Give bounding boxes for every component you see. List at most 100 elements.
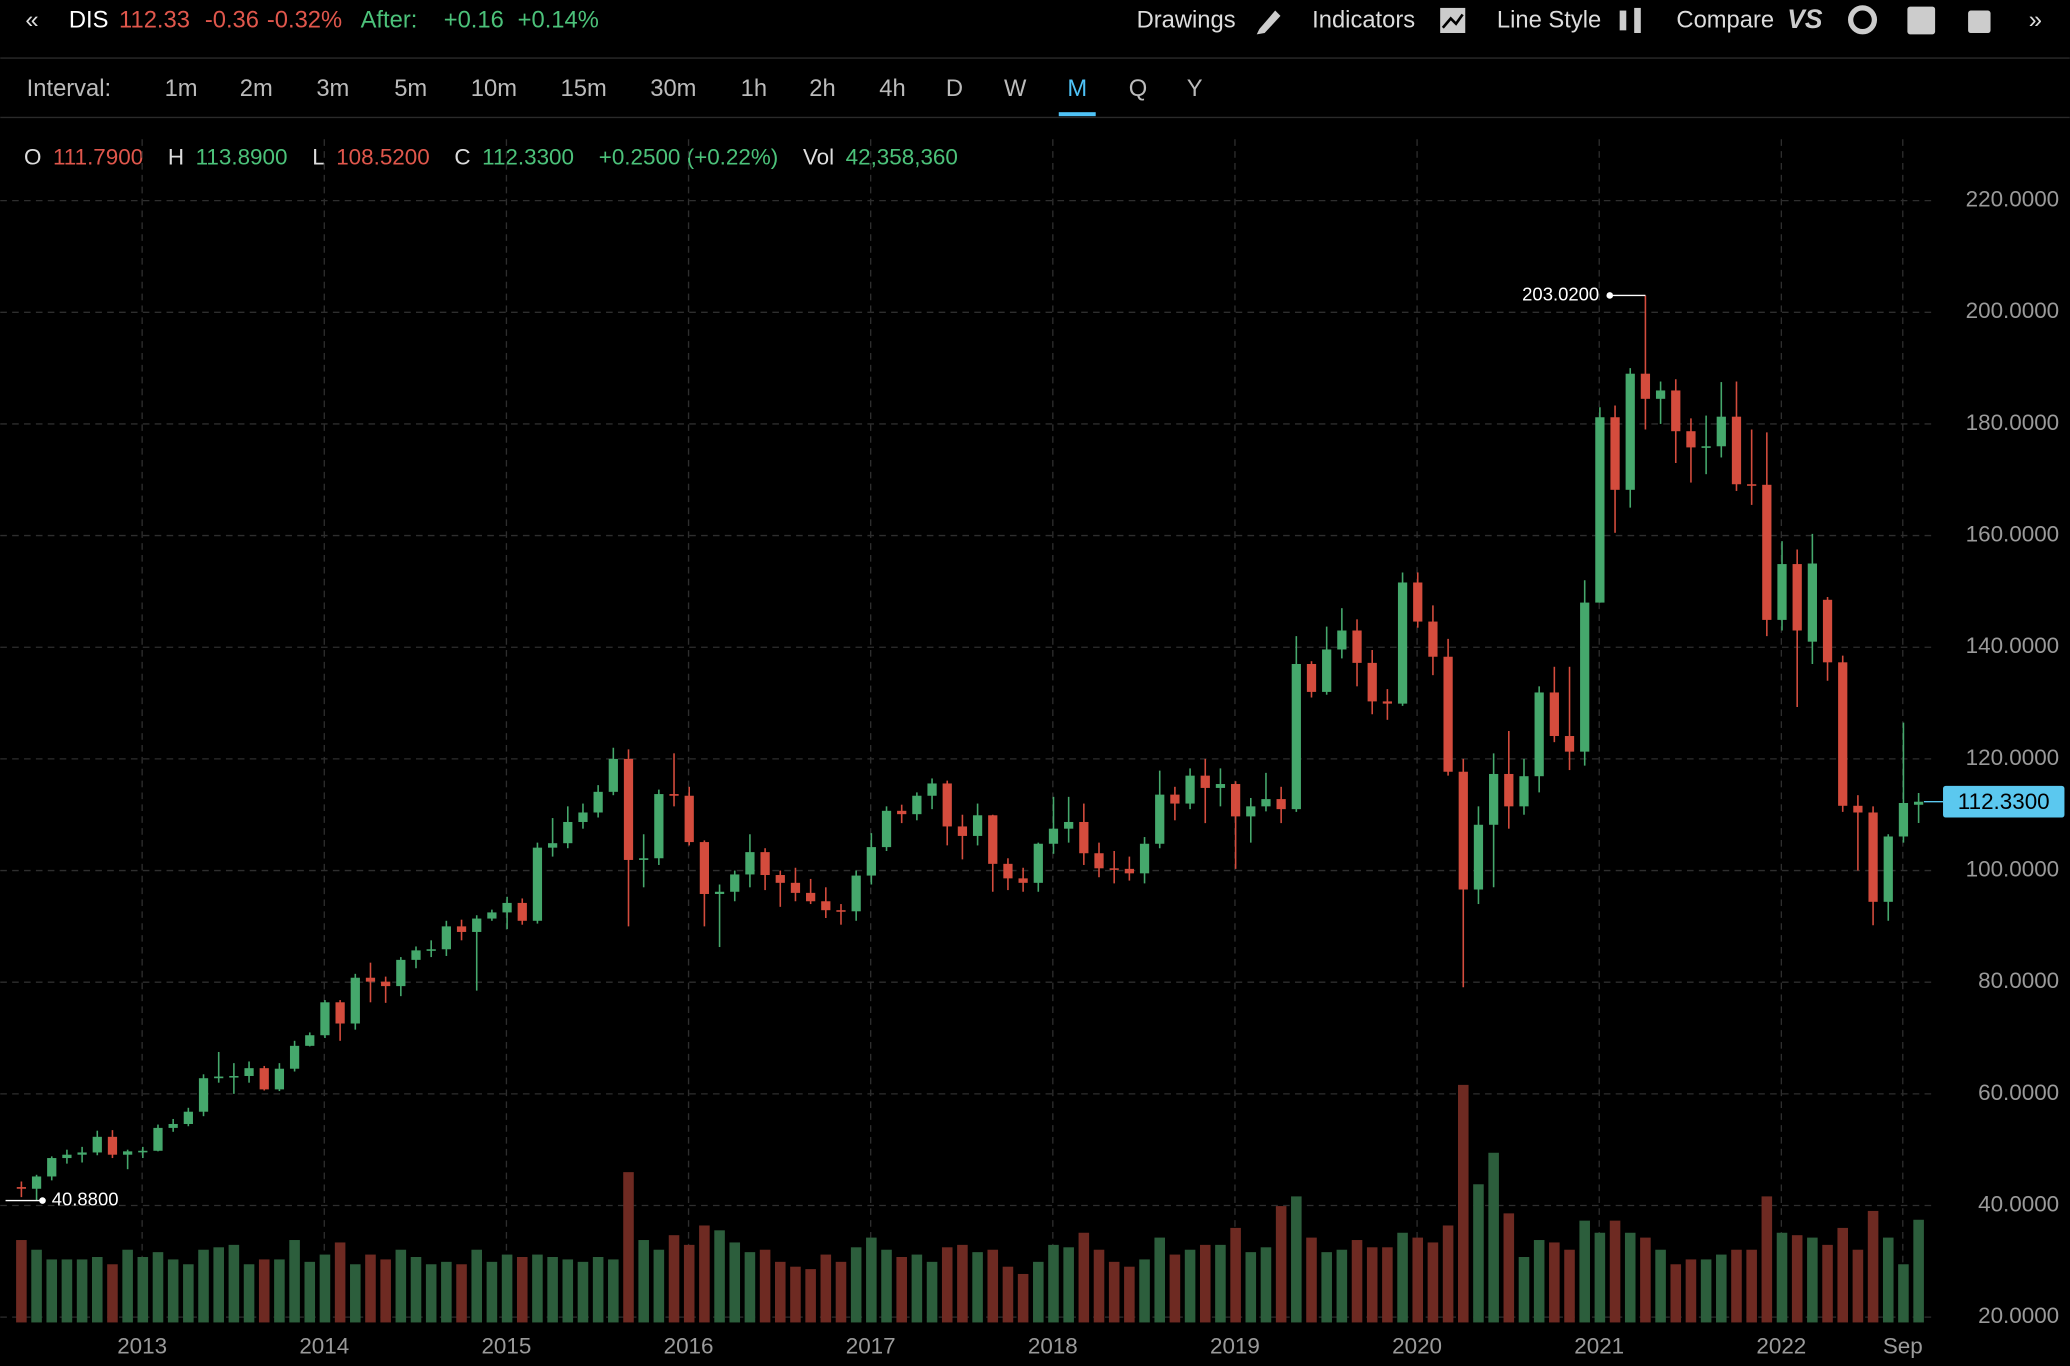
low-label: 40.8800 [52, 1188, 119, 1209]
x-tick-label: 2015 [481, 1333, 531, 1358]
interval-option[interactable]: 5m [394, 75, 427, 102]
compare-button[interactable]: Compare [1676, 6, 1774, 33]
volume-bar [1822, 1244, 1833, 1323]
candle-body [1003, 863, 1013, 879]
candle-body [1489, 773, 1499, 825]
interval-option[interactable]: 2h [809, 75, 835, 102]
candle-body [1413, 582, 1423, 622]
interval-option[interactable]: 3m [316, 75, 349, 102]
volume-bar [896, 1256, 907, 1323]
volume-bar [805, 1269, 816, 1323]
interval-option[interactable]: D [946, 75, 963, 102]
volume-bar [243, 1264, 255, 1323]
y-tick-label: 60.0000 [1978, 1080, 2059, 1105]
volume-bar [1230, 1227, 1241, 1323]
l-value: 108.5200 [336, 144, 430, 169]
candle-body [1352, 630, 1362, 663]
candle-body [1170, 794, 1180, 804]
l-label: L [312, 144, 324, 169]
volume-bar [46, 1259, 58, 1323]
volume-bar [668, 1235, 680, 1323]
candle-body [1747, 484, 1757, 486]
volume-bar [1791, 1235, 1803, 1323]
volume-bar [941, 1247, 953, 1323]
symbol: DIS [69, 6, 109, 33]
candle-body [62, 1154, 72, 1159]
settings-button[interactable] [1848, 5, 1878, 35]
volume-bar [638, 1240, 649, 1323]
volume-bar [1655, 1249, 1666, 1323]
candle-body [1640, 373, 1651, 399]
volume-bar [1670, 1264, 1682, 1323]
volume-bar [1913, 1219, 1924, 1323]
line-style-button[interactable]: Line Style [1497, 6, 1601, 33]
after-label: After: [361, 6, 418, 33]
h-label: H [168, 144, 184, 169]
volume-bar [1685, 1259, 1697, 1323]
low-marker-dot [39, 1197, 46, 1204]
candle-body [1777, 564, 1787, 620]
candle-body [1838, 662, 1848, 806]
interval-option[interactable]: Q [1129, 75, 1147, 102]
candle-body [912, 795, 922, 815]
candle-body [1185, 775, 1195, 804]
volume-bar [683, 1244, 695, 1323]
candle-body [259, 1068, 269, 1090]
candle-body [1595, 417, 1605, 603]
interval-option[interactable]: 1h [741, 75, 767, 102]
window-button[interactable] [1968, 10, 1991, 33]
interval-option[interactable]: 4h [879, 75, 905, 102]
c-value: 112.3300 [482, 144, 574, 169]
volume-bar [1215, 1244, 1226, 1323]
interval-option[interactable]: W [1004, 75, 1027, 102]
candle-body [31, 1176, 42, 1189]
collapse-right[interactable]: » [2029, 6, 2042, 33]
collapse-left[interactable]: « [25, 6, 38, 33]
indicators-button[interactable]: Indicators [1312, 6, 1415, 33]
candle-body [365, 977, 376, 982]
volume-bar [790, 1266, 801, 1323]
candle-body [1655, 390, 1666, 399]
volume-bar [1382, 1247, 1393, 1323]
y-tick-label: 140.0000 [1966, 633, 2060, 658]
layout-button[interactable] [1907, 6, 1936, 35]
interval-option[interactable]: M [1067, 75, 1087, 102]
candle-body [502, 902, 512, 913]
volume-bar [1776, 1232, 1788, 1323]
volume-bar [395, 1249, 407, 1323]
y-tick-label: 120.0000 [1966, 745, 2060, 770]
volume-bar [1731, 1249, 1742, 1323]
y-tick-label: 40.0000 [1978, 1191, 2059, 1216]
candle-body [1458, 771, 1468, 890]
interval-option[interactable]: 2m [240, 75, 273, 102]
candle-body [244, 1068, 254, 1076]
candle-body [654, 794, 664, 859]
candle-body [1625, 373, 1635, 490]
volume-bar [16, 1240, 27, 1323]
candle-body [1079, 821, 1089, 854]
volume-bar [350, 1264, 361, 1323]
volume-bar [410, 1256, 422, 1323]
interval-option[interactable]: 30m [650, 75, 696, 102]
x-tick-label: Sep [1883, 1333, 1923, 1358]
volume-bar [1139, 1259, 1150, 1323]
volume-bar [1898, 1264, 1909, 1323]
drawings-button[interactable]: Drawings [1137, 6, 1236, 33]
candle-body [578, 812, 588, 822]
interval-option[interactable]: 15m [561, 75, 607, 102]
last-price-tag [1943, 785, 2065, 818]
candle-body [77, 1152, 87, 1155]
candle-body [745, 852, 755, 875]
volume-bar [183, 1264, 194, 1323]
volume-bar [274, 1259, 285, 1323]
volume-bar [1366, 1247, 1378, 1323]
x-tick-label: 2013 [117, 1333, 167, 1358]
volume-bar [1518, 1256, 1530, 1323]
volume-bar [1291, 1196, 1302, 1323]
volume-bar [1882, 1237, 1894, 1323]
interval-option[interactable]: 10m [471, 75, 517, 102]
candle-body [1504, 773, 1514, 807]
interval-option[interactable]: 1m [165, 75, 198, 102]
candle-body [1367, 662, 1377, 702]
interval-option[interactable]: Y [1187, 75, 1203, 102]
